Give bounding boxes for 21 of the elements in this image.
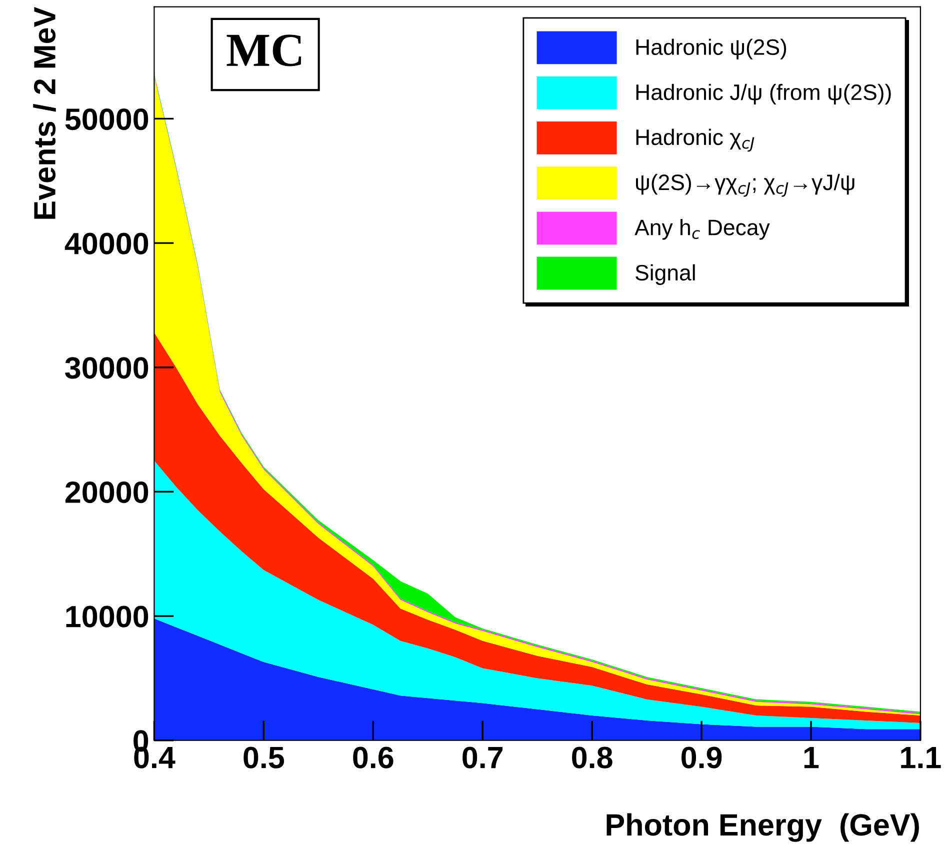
x-tick-label: 0.6 [353,746,394,768]
legend-label: Signal [636,264,695,285]
y-tick-label: 30000 [65,357,148,379]
x-tick-label: 0.5 [244,746,284,768]
y-tick-label: 20000 [65,481,148,504]
y-axis-title: Events / 2 MeV [33,7,56,219]
x-tick-label: 0.8 [572,746,612,768]
annotation: MC [226,34,302,66]
y-tick-label: 50000 [65,108,148,130]
x-tick-label: 0.9 [682,746,722,768]
x-tick-label: 1 [804,747,819,768]
legend-label: Hadronic χ$_{cJ}$ [636,128,754,152]
x-tick-label: 0.7 [462,746,502,768]
x-tick-label: 1.1 [901,747,941,768]
y-tick-label: 40000 [64,232,148,254]
y-tick-label: 10000 [66,606,148,628]
legend-label: Hadronic J/ψ (from ψ(2S)) [636,84,891,105]
legend-label: Hadronic ψ(2S) [636,38,786,60]
legend-label: Any h$_{c}$ Decay [634,219,770,240]
x-axis-title: Photon Energy (GeV) [606,813,919,842]
legend-label: ψ(2S)→γχ$_{cJ}$; χ$_{cJ}$→γJ/ψ [636,174,854,197]
